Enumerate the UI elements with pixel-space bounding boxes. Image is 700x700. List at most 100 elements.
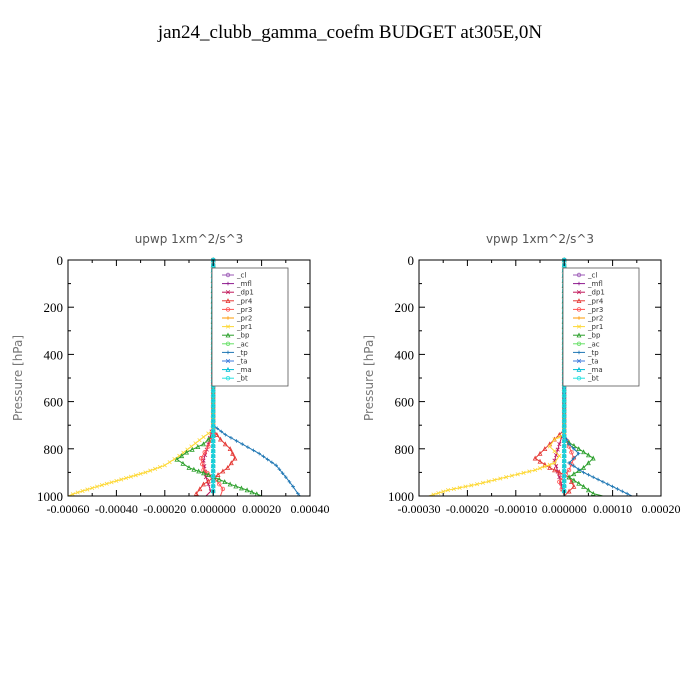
data-point [562,463,567,469]
data-point [94,484,100,489]
legend-marker [577,350,581,355]
data-point [215,472,221,477]
legend-label: _ac [236,340,249,348]
data-point [596,477,600,482]
data-point [227,446,233,451]
data-point [557,479,562,485]
legend-marker [225,272,231,278]
page-title: jan24_clubb_gamma_coefm BUDGET at305E,0N [157,22,543,43]
data-point [571,477,577,483]
data-point [585,487,591,493]
data-point [547,444,552,449]
data-point [186,464,192,470]
data-point [291,484,295,489]
legend-item-mfl: _mfl [573,280,603,288]
data-point [537,458,543,464]
y-tick-label: 200 [395,300,415,315]
data-point [562,468,567,474]
data-point [562,433,567,438]
legend-marker [576,272,582,278]
data-point [562,408,567,413]
data-point [206,444,211,449]
legend-item-ma: _ma [222,366,252,374]
data-point [576,468,582,474]
legend-marker [225,307,231,312]
data-point [581,483,587,489]
legend-label: _bp [236,332,250,340]
legend-label: _ma [587,366,603,374]
legend-marker [225,341,231,346]
data-point [615,487,620,491]
data-point [480,480,485,485]
data-point [222,479,228,485]
y-tick-label: 400 [44,347,64,362]
data-point [521,470,526,475]
legend-marker [225,332,231,338]
data-point [210,448,216,454]
data-point [210,433,216,438]
data-point [201,434,206,440]
legend-marker [576,298,582,303]
y-tick-label: 800 [395,442,415,457]
data-point [280,471,285,475]
data-point [123,475,129,481]
data-point [562,473,567,479]
data-point [257,451,261,456]
y-tick-label: 400 [395,347,415,362]
data-point [229,435,233,440]
x-tick-label: 0.00020 [642,502,681,516]
data-point [556,469,562,475]
legend-item-dp1: _dp1 [573,289,605,297]
y-tick-label: 1000 [388,489,414,504]
data-point [463,484,468,489]
data-point [537,466,543,471]
legend-label: _dp1 [236,289,254,297]
data-point [109,480,114,485]
legend-label: _bp [587,332,601,340]
panel-title: upwp 1xm^2/s^3 [135,232,244,246]
data-point [220,486,226,492]
data-point [562,483,567,489]
legend: _cl_mfl_dp1_pr4_pr3_pr2_pr1_bp_ac_tp_ta_… [211,267,289,387]
legend-marker [576,290,582,295]
data-point [504,475,509,480]
data-point [201,481,206,487]
data-point [590,455,596,461]
data-point [509,473,515,478]
legend-marker [226,350,230,355]
data-point [162,463,167,468]
legend-item-pr4: _pr4 [222,297,253,305]
data-point [562,393,567,398]
legend-marker [225,358,231,364]
data-point [240,442,245,446]
data-point [210,418,216,423]
series-line [428,260,565,497]
y-tick-label: 600 [395,395,415,410]
data-point [227,481,233,487]
data-point [148,468,153,473]
x-tick-label: 0.00020 [242,502,281,516]
x-tick-label: -0.00020 [446,502,489,516]
y-axis-label: Pressure [hPa] [11,335,25,421]
data-point [532,455,538,461]
legend-item-dp1: _dp1 [222,289,254,297]
data-point [562,418,567,423]
legend-item-ac: _ac [222,340,249,348]
data-point [486,479,491,484]
data-point [210,423,216,428]
y-tick-label: 200 [44,300,64,315]
legend-label: _pr2 [236,315,252,323]
legend-label: _pr4 [236,297,253,305]
data-point [225,464,231,470]
data-point [210,428,216,433]
data-point [537,450,543,456]
data-point [567,461,571,465]
data-point [90,485,95,491]
data-point [581,464,587,470]
data-point [157,465,163,470]
data-point [205,436,211,442]
legend-label: _ma [236,366,252,374]
data-point [562,448,567,454]
data-point [232,455,238,461]
data-point [498,476,503,481]
